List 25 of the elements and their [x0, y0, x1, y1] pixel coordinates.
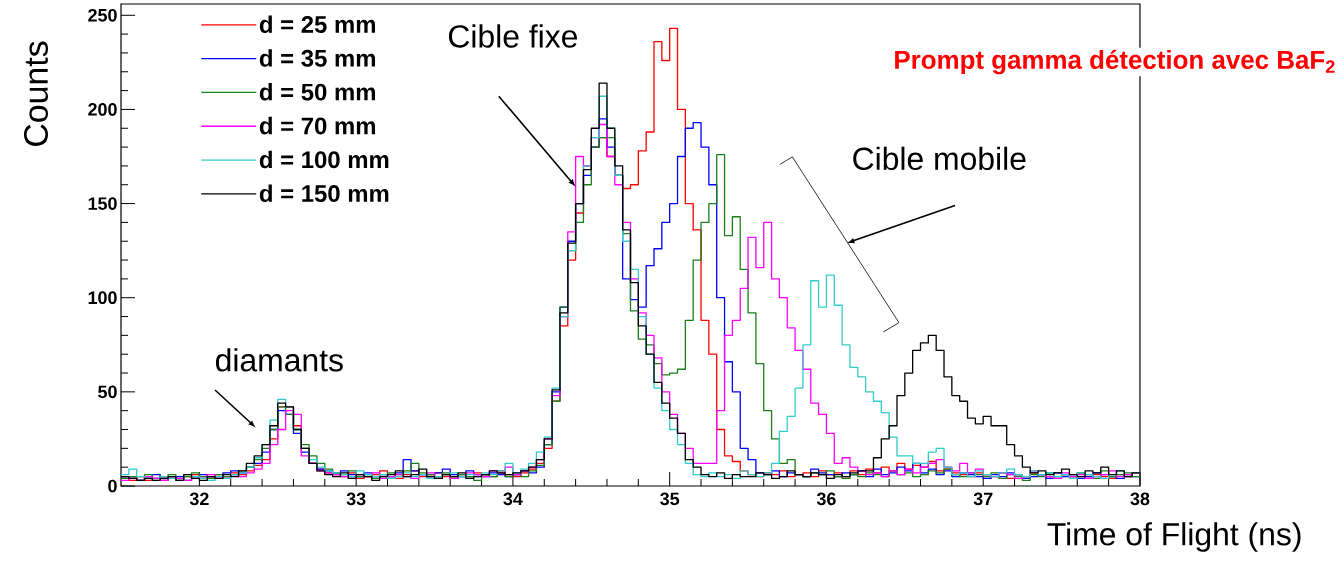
- legend-label: d = 70 mm: [259, 116, 376, 135]
- legend-label: d = 150 mm: [259, 184, 389, 202]
- y-tick-label: 200: [88, 103, 117, 116]
- annotation: Cible fixe: [448, 24, 577, 48]
- y-tick-label: 50: [98, 385, 117, 399]
- legend-label: d = 35 mm: [259, 49, 376, 67]
- x-tick-label: 36: [816, 492, 836, 506]
- legend-label: d = 25 mm: [259, 15, 376, 33]
- y-tick-label: 0: [108, 479, 117, 493]
- y-tick-label: 150: [88, 197, 117, 210]
- x-tick-label: 37: [973, 492, 993, 506]
- y-tick-label: 250: [88, 8, 117, 22]
- x-tick-label: 32: [189, 492, 209, 506]
- x-tick-label: 33: [346, 492, 366, 506]
- annotation: Cible mobile: [853, 146, 1026, 171]
- annotation: diamants: [216, 348, 343, 372]
- x-tick-label: 35: [660, 492, 680, 506]
- y-tick-label: 100: [88, 291, 117, 305]
- y-axis-title: Counts: [24, 41, 48, 146]
- legend-label: d = 50 mm: [259, 83, 376, 101]
- x-tick-label: 38: [1130, 492, 1150, 506]
- x-axis-title: Time of Flight (ns): [1047, 522, 1301, 552]
- legend-label: d = 100 mm: [259, 150, 389, 169]
- text: Prompt gamma détection avec BaF$_{2}$: [895, 49, 1335, 75]
- x-tick-label: 34: [503, 492, 523, 506]
